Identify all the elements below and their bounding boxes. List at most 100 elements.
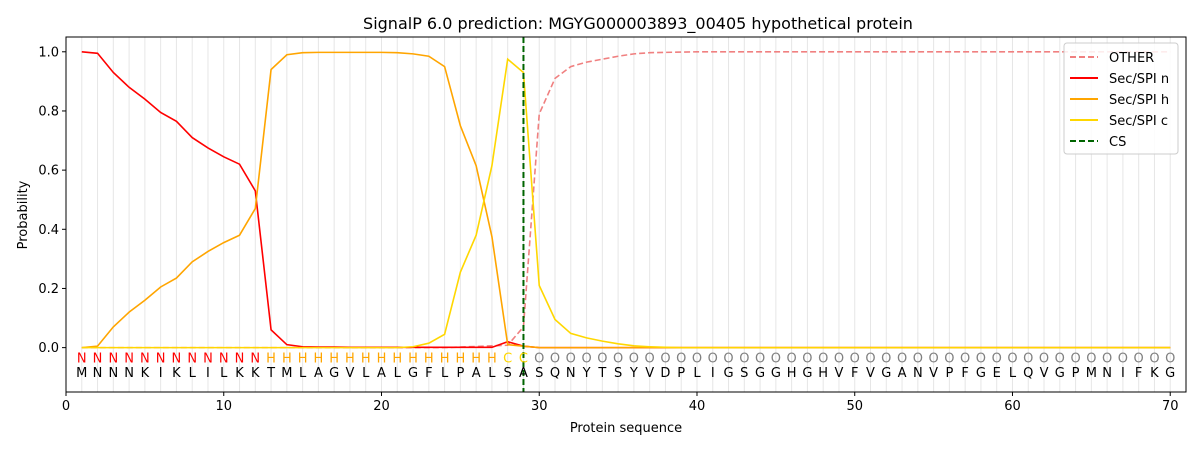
region-label: O	[676, 351, 686, 366]
residue-label: G	[755, 366, 765, 381]
residue-label: H	[787, 366, 797, 381]
residue-label: K	[141, 366, 150, 381]
region-label: O	[1055, 351, 1065, 366]
residue-label: P	[456, 366, 464, 381]
region-label: O	[1102, 351, 1112, 366]
legend-entry: CS	[1109, 135, 1126, 150]
residue-label: A	[898, 366, 907, 381]
region-label: O	[787, 351, 797, 366]
axes: 0 10 20 30 40 50 60 70 0.0 0.2 0.4 0.6 0.8 1.0	[38, 36, 1187, 414]
residue-label: T	[266, 366, 275, 381]
region-label: O	[566, 351, 576, 366]
residue-label: V	[645, 366, 654, 381]
series-line-other	[81, 50, 1171, 349]
region-label: N	[108, 351, 118, 366]
residue-label: N	[93, 366, 103, 381]
residue-label: M	[76, 366, 87, 381]
series-line-sec-spi-c	[81, 57, 1171, 349]
region-label: H	[298, 351, 308, 366]
residue-label: L	[488, 366, 496, 381]
residue-label: H	[818, 366, 828, 381]
residue-label: G	[802, 366, 812, 381]
residue-label: Q	[550, 366, 560, 381]
legend-entry: Sec/SPI c	[1109, 114, 1168, 129]
legend: OTHER Sec/SPI n Sec/SPI h Sec/SPI c CS	[1063, 42, 1179, 155]
residue-label: G	[1055, 366, 1065, 381]
residue-label: L	[299, 366, 307, 381]
region-label: H	[408, 351, 418, 366]
x-tick-label: 70	[1162, 399, 1179, 414]
region-label: O	[802, 351, 812, 366]
residue-label: P	[677, 366, 685, 381]
region-label: O	[960, 351, 970, 366]
y-tick-label: 0.0	[38, 341, 59, 356]
region-label: N	[124, 351, 134, 366]
x-tick-label: 50	[846, 399, 863, 414]
region-label: H	[314, 351, 324, 366]
region-label: N	[219, 351, 229, 366]
region-label: O	[581, 351, 591, 366]
region-label: O	[1118, 351, 1128, 366]
grid-layer	[81, 37, 1171, 392]
residue-label: G	[408, 366, 418, 381]
region-label: O	[1165, 351, 1175, 366]
region-label: H	[392, 351, 402, 366]
region-label: O	[1007, 351, 1017, 366]
region-label: O	[534, 351, 544, 366]
region-label: H	[345, 351, 355, 366]
region-label: N	[250, 351, 260, 366]
residue-label: L	[362, 366, 370, 381]
residue-label: Y	[582, 366, 591, 381]
x-axis-label: Protein sequence	[570, 421, 682, 436]
chart-title: SignalP 6.0 prediction: MGYG000003893_00…	[363, 14, 913, 34]
residue-label: D	[660, 366, 670, 381]
y-axis-label: Probability	[16, 180, 31, 249]
residue-label: V	[1040, 366, 1049, 381]
residue-label: S	[535, 366, 543, 381]
legend-box	[1063, 42, 1179, 155]
residue-label: G	[881, 366, 891, 381]
y-tick-label: 0.6	[38, 164, 59, 179]
region-label: O	[913, 351, 923, 366]
region-label: O	[771, 351, 781, 366]
residue-label: K	[251, 366, 260, 381]
region-label: O	[897, 351, 907, 366]
region-label: O	[1039, 351, 1049, 366]
region-label: H	[329, 351, 339, 366]
region-label: C	[519, 351, 528, 366]
residue-label: G	[976, 366, 986, 381]
residue-label: I	[1121, 366, 1125, 381]
residue-label: Y	[629, 366, 638, 381]
region-label: O	[597, 351, 607, 366]
region-label: O	[755, 351, 765, 366]
residue-label: I	[206, 366, 210, 381]
residue-label: V	[345, 366, 354, 381]
residue-label: K	[235, 366, 244, 381]
region-label: H	[424, 351, 434, 366]
residue-label: A	[519, 366, 528, 381]
residue-label: L	[220, 366, 228, 381]
residue-label: N	[124, 366, 134, 381]
residue-label: S	[504, 366, 512, 381]
residue-label: F	[961, 366, 968, 381]
residue-label: V	[835, 366, 844, 381]
legend-entry: OTHER	[1109, 51, 1154, 66]
region-label: O	[739, 351, 749, 366]
region-label: H	[377, 351, 387, 366]
region-label: N	[187, 351, 197, 366]
region-label: N	[93, 351, 103, 366]
residue-label: G	[771, 366, 781, 381]
residue-label: F	[851, 366, 858, 381]
region-label: O	[928, 351, 938, 366]
residue-label: A	[472, 366, 481, 381]
region-label: O	[850, 351, 860, 366]
residue-label: N	[566, 366, 576, 381]
residue-label: P	[1072, 366, 1080, 381]
axes-frame	[65, 36, 1187, 393]
residue-label: F	[1135, 366, 1142, 381]
residue-label: K	[1150, 366, 1159, 381]
region-label: O	[660, 351, 670, 366]
x-tick-label: 10	[215, 399, 232, 414]
residue-label: L	[394, 366, 402, 381]
residue-label: I	[711, 366, 715, 381]
